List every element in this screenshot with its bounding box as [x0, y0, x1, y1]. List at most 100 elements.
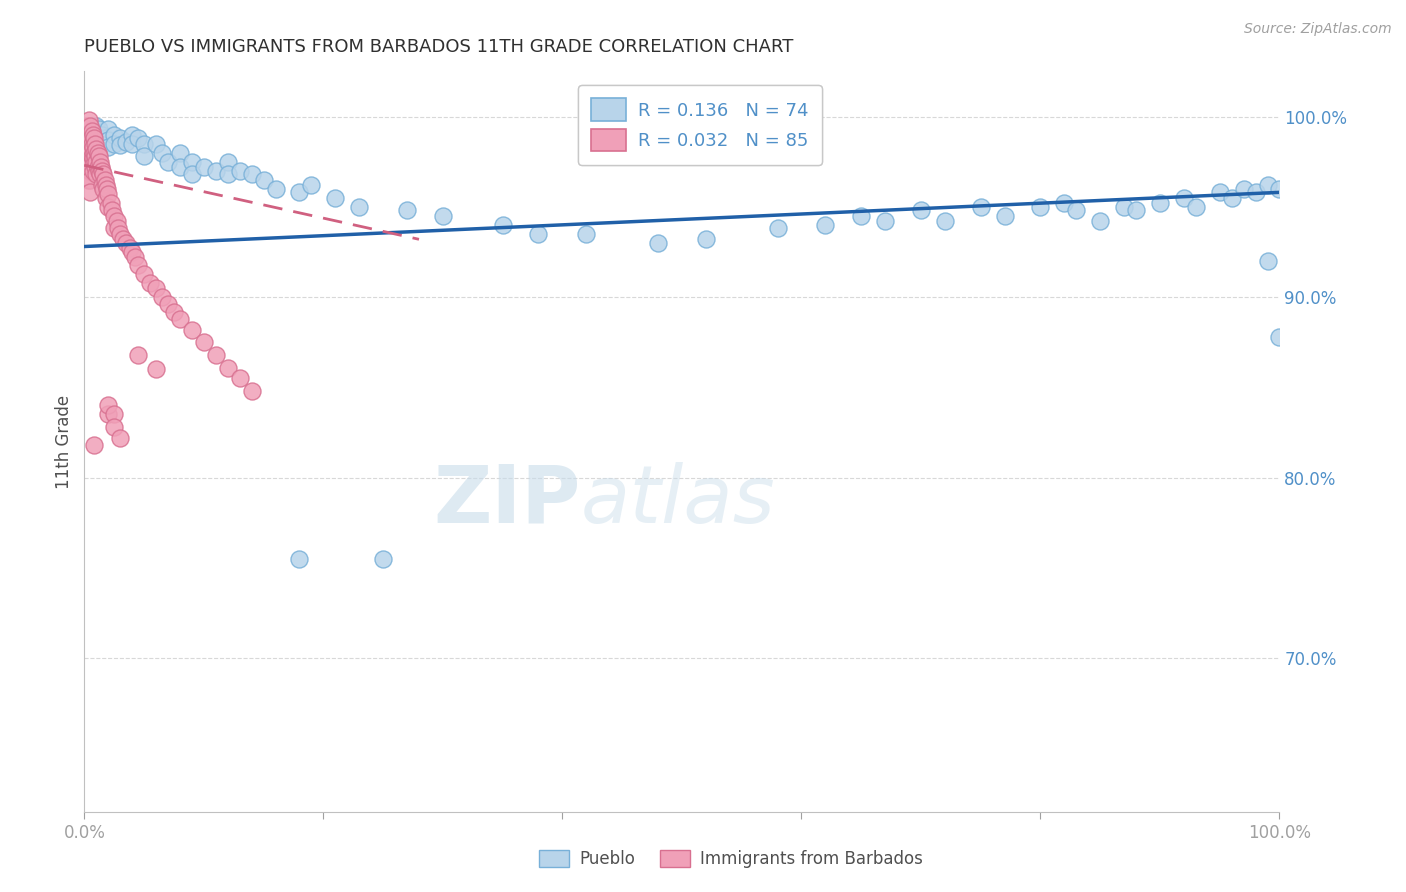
Legend: R = 0.136   N = 74, R = 0.032   N = 85: R = 0.136 N = 74, R = 0.032 N = 85 [578, 85, 823, 165]
Point [169, 160, 191, 174]
Point [1268, 182, 1291, 196]
Text: PUEBLO VS IMMIGRANTS FROM BARBADOS 11TH GRADE CORRELATION CHART: PUEBLO VS IMMIGRANTS FROM BARBADOS 11TH … [84, 38, 794, 56]
Point [86, 160, 108, 174]
Point [264, 182, 287, 196]
Point [118, 241, 141, 255]
Y-axis label: 11th Grade: 11th Grade [55, 394, 73, 489]
Point [91, 128, 114, 142]
Point [127, 258, 149, 272]
Point [80, 136, 103, 151]
Point [79, 172, 101, 186]
Point [103, 136, 125, 151]
Point [79, 163, 101, 178]
Point [1125, 203, 1147, 218]
Point [103, 408, 125, 422]
Point [814, 218, 837, 232]
Point [1233, 182, 1256, 196]
Point [103, 221, 125, 235]
Point [325, 191, 347, 205]
Point [288, 186, 311, 200]
Point [77, 138, 100, 153]
Point [910, 203, 932, 218]
Point [83, 438, 105, 452]
Point [86, 154, 108, 169]
Point [110, 138, 132, 153]
Point [157, 297, 180, 311]
Point [77, 163, 100, 178]
Point [86, 167, 108, 181]
Point [82, 128, 104, 142]
Text: atlas: atlas [581, 462, 775, 540]
Point [96, 182, 118, 196]
Point [94, 191, 117, 205]
Legend: Pueblo, Immigrants from Barbados: Pueblo, Immigrants from Barbados [533, 843, 929, 875]
Point [97, 133, 120, 147]
Point [79, 131, 101, 145]
Point [84, 149, 107, 163]
Point [253, 172, 276, 186]
Point [1185, 200, 1208, 214]
Point [1244, 186, 1267, 200]
Point [97, 200, 120, 214]
Point [82, 151, 104, 165]
Point [79, 154, 101, 169]
Point [766, 221, 789, 235]
Point [90, 160, 112, 174]
Point [86, 145, 108, 160]
Point [86, 119, 108, 133]
Point [994, 209, 1017, 223]
Point [87, 163, 110, 178]
Point [79, 119, 101, 133]
Point [83, 156, 105, 170]
Point [205, 163, 228, 178]
Point [87, 122, 110, 136]
Point [432, 209, 454, 223]
Point [97, 122, 120, 136]
Point [97, 408, 120, 422]
Point [1114, 200, 1136, 214]
Point [217, 154, 239, 169]
Point [132, 149, 156, 163]
Point [349, 200, 371, 214]
Point [121, 128, 143, 142]
Point [229, 163, 252, 178]
Point [288, 552, 311, 566]
Point [145, 362, 167, 376]
Point [145, 281, 167, 295]
Point [229, 371, 252, 385]
Point [103, 128, 125, 142]
Point [93, 182, 115, 196]
Point [396, 203, 419, 218]
Point [132, 267, 156, 281]
Point [115, 135, 138, 149]
Point [97, 187, 120, 202]
Point [1209, 186, 1232, 200]
Point [100, 196, 122, 211]
Point [82, 163, 104, 178]
Point [87, 149, 110, 163]
Point [139, 276, 162, 290]
Point [105, 214, 128, 228]
Point [1173, 191, 1195, 205]
Point [240, 167, 263, 181]
Point [150, 290, 173, 304]
Point [1268, 330, 1291, 344]
Point [169, 145, 191, 160]
Point [157, 154, 180, 169]
Point [647, 235, 669, 250]
Point [77, 154, 100, 169]
Point [217, 360, 239, 375]
Point [121, 136, 143, 151]
Point [1090, 214, 1112, 228]
Point [77, 149, 100, 163]
Text: Source: ZipAtlas.com: Source: ZipAtlas.com [1244, 22, 1392, 37]
Point [970, 200, 993, 214]
Point [84, 160, 107, 174]
Point [77, 172, 100, 186]
Point [83, 145, 105, 160]
Point [103, 420, 125, 434]
Point [851, 209, 873, 223]
Point [527, 227, 550, 241]
Point [240, 384, 263, 398]
Point [77, 160, 100, 174]
